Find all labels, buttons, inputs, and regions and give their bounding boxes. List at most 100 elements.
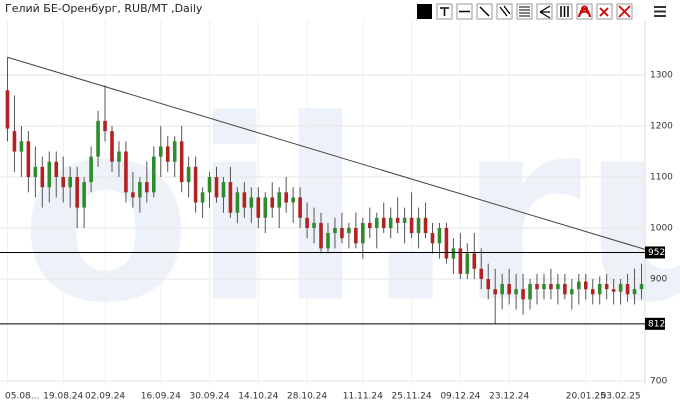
candle-body — [138, 182, 142, 198]
candle-body — [625, 284, 630, 295]
candle-body — [89, 156, 93, 183]
candle-body — [402, 217, 407, 223]
candle-body — [75, 177, 79, 208]
trend-line — [7, 56, 646, 250]
candle-body — [604, 284, 609, 290]
candle-body — [228, 182, 233, 213]
candle-body — [284, 192, 288, 203]
x-tick-label: 28.10.24 — [287, 392, 327, 402]
candle-body — [110, 131, 114, 162]
delete-last[interactable] — [596, 3, 613, 20]
level-label-box — [645, 317, 665, 330]
candle-body — [430, 233, 435, 244]
candle-body — [200, 192, 205, 203]
x-tick-label: 25.11.24 — [392, 392, 432, 402]
candle-body — [270, 197, 275, 208]
x-tick-label: 09.12.24 — [440, 392, 480, 402]
y-tick-label: 1100 — [650, 173, 673, 183]
candle-body — [172, 141, 177, 162]
bars-tool[interactable] — [556, 3, 573, 20]
candle-body — [319, 222, 323, 249]
levels-tool[interactable] — [516, 3, 533, 20]
candle-body — [186, 166, 191, 183]
candle-body — [472, 253, 477, 269]
level-label: 812 — [648, 319, 665, 329]
x-tick-label: 30.09.24 — [189, 392, 229, 402]
y-tick-label: 700 — [650, 376, 667, 386]
candle-body — [54, 161, 59, 178]
fan-tool[interactable] — [536, 3, 553, 20]
candle-body — [423, 217, 428, 234]
candle-body — [61, 177, 66, 188]
candle-body — [374, 217, 379, 228]
candle-body — [96, 120, 100, 157]
candle-body — [5, 90, 10, 129]
arc-tool[interactable] — [576, 3, 593, 20]
candle-body — [333, 227, 337, 234]
x-tick-label: 05.08... — [5, 392, 39, 402]
candle-body — [416, 217, 421, 234]
candle-body — [618, 284, 623, 292]
x-tick-label: 19.08.24 — [43, 392, 83, 402]
line-tool[interactable] — [476, 3, 493, 20]
level-label: 952 — [648, 248, 665, 258]
candle-body — [549, 284, 553, 290]
candle-body — [26, 141, 31, 178]
candle-body — [479, 268, 484, 279]
candle-body — [507, 284, 511, 295]
candle-body — [381, 217, 386, 228]
candle-body — [542, 284, 546, 290]
channel-tool[interactable] — [496, 3, 513, 20]
watermark: oil.ru — [20, 66, 680, 357]
color-button[interactable] — [417, 4, 432, 19]
x-tick-label: 20.01.25 — [566, 392, 606, 402]
candle-body — [82, 182, 86, 208]
candle-body — [47, 161, 52, 188]
candle-body — [298, 197, 302, 218]
candle-body — [465, 253, 470, 274]
candle-body — [597, 284, 602, 295]
y-tick-label: 900 — [650, 274, 667, 284]
x-tick-label: 02.09.24 — [85, 392, 125, 402]
candle-body — [347, 227, 351, 234]
candle-body — [354, 227, 358, 244]
candle-body — [291, 197, 295, 203]
menu-button[interactable] — [654, 6, 666, 17]
candle-body — [193, 166, 198, 203]
candle-body — [521, 289, 525, 300]
candle-body — [242, 192, 247, 208]
candle-body — [577, 281, 581, 290]
candle-body — [409, 217, 414, 234]
candle-body — [151, 156, 156, 193]
candle-body — [563, 284, 567, 295]
candle-body — [590, 289, 595, 295]
x-tick-label: 11.11.24 — [343, 392, 383, 402]
y-tick-label: 1300 — [650, 71, 673, 81]
candle-body — [556, 284, 560, 290]
candle-body — [514, 289, 518, 295]
chart-title: Гелий БЕ-Оренбург, RUB/MT ,Daily — [5, 2, 203, 15]
candle-body — [165, 146, 170, 162]
candle-body — [68, 177, 72, 188]
hline-tool[interactable] — [456, 3, 473, 20]
candle-body — [124, 151, 128, 193]
candle-body — [395, 217, 400, 223]
candle-body — [221, 182, 226, 198]
y-tick-label: 1000 — [650, 223, 673, 233]
candle-body — [277, 192, 282, 208]
candle-body — [256, 197, 261, 218]
candle-body — [145, 182, 149, 193]
candle-body — [639, 284, 644, 290]
candle-body — [632, 289, 637, 295]
delete-all[interactable] — [616, 3, 633, 20]
candle-body — [493, 289, 498, 295]
candle-body — [451, 248, 456, 259]
candle-body — [458, 248, 463, 274]
candle-body — [500, 284, 504, 295]
x-tick-label: 16.09.24 — [141, 392, 181, 402]
candle-body — [207, 177, 212, 193]
candle-body — [611, 289, 616, 292]
candle-body — [583, 281, 588, 290]
text-tool[interactable] — [436, 3, 453, 20]
